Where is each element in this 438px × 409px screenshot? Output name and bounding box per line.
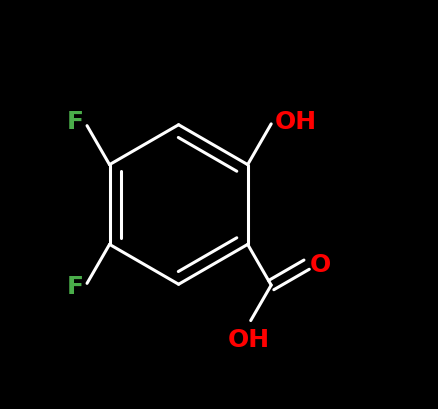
Text: OH: OH <box>274 110 316 134</box>
Text: O: O <box>309 253 330 276</box>
Text: F: F <box>67 274 84 299</box>
Text: OH: OH <box>227 328 269 352</box>
Text: F: F <box>67 110 84 135</box>
